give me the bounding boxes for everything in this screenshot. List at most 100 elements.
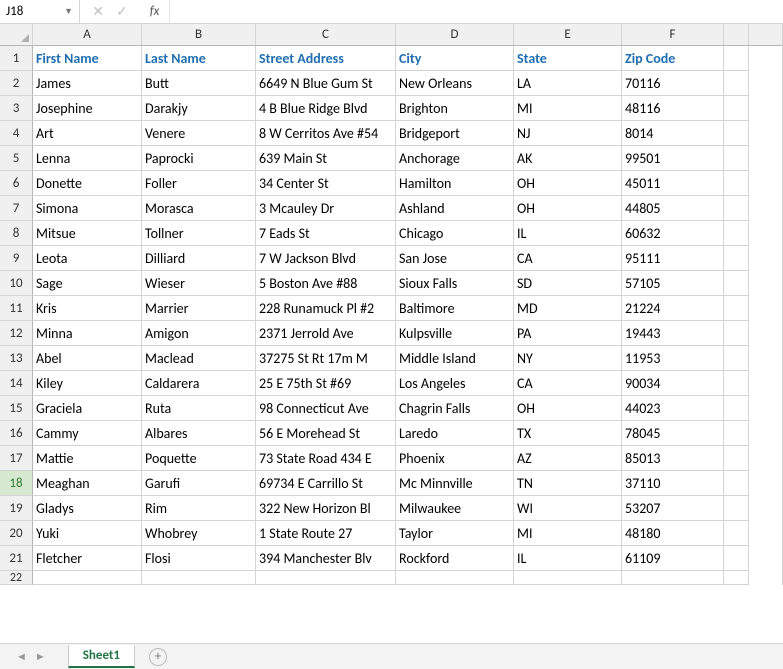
- row-header-17[interactable]: 17: [0, 446, 33, 471]
- cell[interactable]: 70116: [622, 71, 724, 96]
- row-header-9[interactable]: 9: [0, 246, 33, 271]
- column-header-E[interactable]: E: [514, 24, 622, 45]
- cell[interactable]: 1 State Route 27: [256, 521, 396, 546]
- row-header-7[interactable]: 7: [0, 196, 33, 221]
- cell[interactable]: 322 New Horizon Bl: [256, 496, 396, 521]
- cell[interactable]: Kris: [33, 296, 142, 321]
- row-header-16[interactable]: 16: [0, 421, 33, 446]
- cell[interactable]: Fletcher: [33, 546, 142, 571]
- cell[interactable]: Kulpsville: [396, 321, 514, 346]
- cell[interactable]: 95111: [622, 246, 724, 271]
- cell[interactable]: CA: [514, 371, 622, 396]
- cell[interactable]: [514, 571, 622, 585]
- cell[interactable]: Ashland: [396, 196, 514, 221]
- cell[interactable]: 37275 St Rt 17m M: [256, 346, 396, 371]
- cell[interactable]: State: [514, 46, 622, 71]
- cell[interactable]: 48180: [622, 521, 724, 546]
- cell[interactable]: AZ: [514, 446, 622, 471]
- row-header-21[interactable]: 21: [0, 546, 33, 571]
- cell[interactable]: TX: [514, 421, 622, 446]
- cell[interactable]: Morasca: [142, 196, 256, 221]
- cell[interactable]: Josephine: [33, 96, 142, 121]
- cell[interactable]: 2371 Jerrold Ave: [256, 321, 396, 346]
- cell[interactable]: Marrier: [142, 296, 256, 321]
- cell[interactable]: Baltimore: [396, 296, 514, 321]
- cell[interactable]: 98 Connecticut Ave: [256, 396, 396, 421]
- tab-nav-prev-icon[interactable]: ◄: [16, 650, 27, 663]
- cell[interactable]: Street Address: [256, 46, 396, 71]
- row-header-6[interactable]: 6: [0, 171, 33, 196]
- cell[interactable]: NY: [514, 346, 622, 371]
- cell[interactable]: Kiley: [33, 371, 142, 396]
- cell[interactable]: Ruta: [142, 396, 256, 421]
- cell[interactable]: Tollner: [142, 221, 256, 246]
- row-header-2[interactable]: 2: [0, 71, 33, 96]
- cell[interactable]: Milwaukee: [396, 496, 514, 521]
- cell[interactable]: 8 W Cerritos Ave #54: [256, 121, 396, 146]
- row-header-4[interactable]: 4: [0, 121, 33, 146]
- cell[interactable]: Dilliard: [142, 246, 256, 271]
- cell[interactable]: Middle Island: [396, 346, 514, 371]
- cell[interactable]: [396, 571, 514, 585]
- row-header-8[interactable]: 8: [0, 221, 33, 246]
- cell[interactable]: Last Name: [142, 46, 256, 71]
- cell[interactable]: Chagrin Falls: [396, 396, 514, 421]
- cell[interactable]: Laredo: [396, 421, 514, 446]
- cell[interactable]: [256, 571, 396, 585]
- cell[interactable]: Taylor: [396, 521, 514, 546]
- cell[interactable]: 34 Center St: [256, 171, 396, 196]
- cell[interactable]: Sioux Falls: [396, 271, 514, 296]
- cell[interactable]: Rim: [142, 496, 256, 521]
- cell[interactable]: 37110: [622, 471, 724, 496]
- cell[interactable]: MI: [514, 521, 622, 546]
- cell[interactable]: Hamilton: [396, 171, 514, 196]
- cell[interactable]: Zip Code: [622, 46, 724, 71]
- cell[interactable]: Lenna: [33, 146, 142, 171]
- cell[interactable]: San Jose: [396, 246, 514, 271]
- cell[interactable]: SD: [514, 271, 622, 296]
- cell[interactable]: IL: [514, 546, 622, 571]
- row-header-11[interactable]: 11: [0, 296, 33, 321]
- cell[interactable]: Gladys: [33, 496, 142, 521]
- cell[interactable]: [33, 571, 142, 585]
- cell[interactable]: Flosi: [142, 546, 256, 571]
- cell[interactable]: 60632: [622, 221, 724, 246]
- cell[interactable]: 53207: [622, 496, 724, 521]
- cell[interactable]: 19443: [622, 321, 724, 346]
- cell[interactable]: 8014: [622, 121, 724, 146]
- column-header-D[interactable]: D: [396, 24, 514, 45]
- cell[interactable]: James: [33, 71, 142, 96]
- column-header-A[interactable]: A: [33, 24, 142, 45]
- cell[interactable]: Bridgeport: [396, 121, 514, 146]
- cell[interactable]: 73 State Road 434 E: [256, 446, 396, 471]
- cell[interactable]: 6649 N Blue Gum St: [256, 71, 396, 96]
- tab-nav-next-icon[interactable]: ►: [35, 650, 46, 663]
- cell[interactable]: NJ: [514, 121, 622, 146]
- fx-icon[interactable]: fx: [140, 0, 170, 23]
- cell[interactable]: TN: [514, 471, 622, 496]
- cell[interactable]: Sage: [33, 271, 142, 296]
- column-header-B[interactable]: B: [142, 24, 256, 45]
- row-header-10[interactable]: 10: [0, 271, 33, 296]
- cell[interactable]: Rockford: [396, 546, 514, 571]
- cell[interactable]: 4 B Blue Ridge Blvd: [256, 96, 396, 121]
- cell[interactable]: Whobrey: [142, 521, 256, 546]
- cell[interactable]: 78045: [622, 421, 724, 446]
- cell[interactable]: Chicago: [396, 221, 514, 246]
- cell[interactable]: 639 Main St: [256, 146, 396, 171]
- cell[interactable]: LA: [514, 71, 622, 96]
- select-all-triangle[interactable]: [0, 24, 33, 46]
- name-box[interactable]: J18 ▼: [0, 0, 80, 23]
- sheet-tab-active[interactable]: Sheet1: [68, 645, 135, 668]
- cell[interactable]: 48116: [622, 96, 724, 121]
- column-header-C[interactable]: C: [256, 24, 396, 45]
- column-header-F[interactable]: F: [622, 24, 724, 45]
- cell[interactable]: 90034: [622, 371, 724, 396]
- row-header-5[interactable]: 5: [0, 146, 33, 171]
- row-header-15[interactable]: 15: [0, 396, 33, 421]
- formula-input[interactable]: [170, 0, 783, 23]
- cell[interactable]: Poquette: [142, 446, 256, 471]
- cell[interactable]: 85013: [622, 446, 724, 471]
- row-header-12[interactable]: 12: [0, 321, 33, 346]
- cell[interactable]: 99501: [622, 146, 724, 171]
